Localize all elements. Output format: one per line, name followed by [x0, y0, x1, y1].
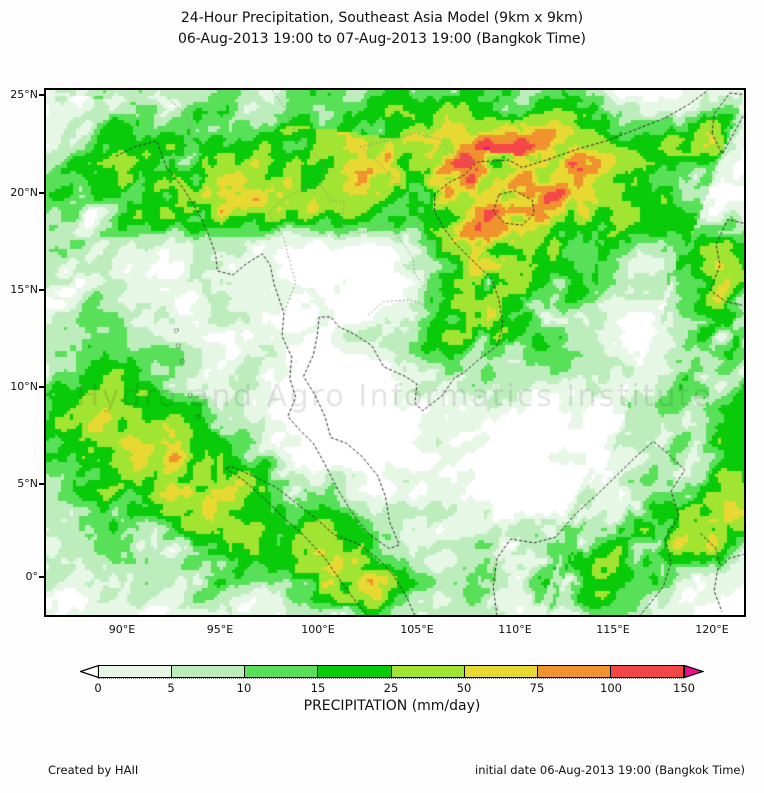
lon-label-95e: 95°E: [206, 623, 234, 636]
precipitation-raster: [46, 90, 744, 615]
lat-tick: [39, 483, 44, 485]
colorbar-tick-5: 5: [167, 681, 175, 695]
lon-label-100e: 100°E: [301, 623, 335, 636]
lon-label-105e: 105°E: [400, 623, 434, 636]
colorbar-scale: [98, 665, 684, 678]
lat-tick: [39, 386, 44, 388]
lat-label-5n: 5°N: [17, 477, 38, 490]
title-line1: 24-Hour Precipitation, Southeast Asia Mo…: [180, 10, 584, 26]
lat-tick: [39, 94, 44, 96]
colorbar-tick-25: 25: [383, 681, 399, 695]
colorbar-tick-50: 50: [456, 681, 472, 695]
colorbar-tick-0: 0: [94, 681, 102, 695]
initial-date-text: initial date 06-Aug-2013 19:00 (Bangkok …: [475, 763, 745, 777]
lat-label-25n: 25°N: [10, 88, 38, 101]
lat-label-0: 0°: [25, 570, 39, 583]
colorbar-segment-75-100: [537, 666, 611, 677]
lat-tick: [39, 576, 44, 578]
colorbar-title: PRECIPITATION (mm/day): [303, 698, 481, 714]
map-area: [44, 88, 746, 617]
colorbar-segment-25-50: [391, 666, 465, 677]
colorbar: 0 5 10 15 25 50 75 100 150 PRECIPITATION…: [78, 665, 708, 721]
lon-label-120e: 120°E: [695, 623, 729, 636]
lon-label-110e: 110°E: [498, 623, 532, 636]
colorbar-tick-100: 100: [600, 681, 622, 695]
lat-label-10n: 10°N: [10, 380, 38, 393]
colorbar-segment-5-10: [172, 666, 246, 677]
colorbar-tick-75: 75: [529, 681, 545, 695]
colorbar-tick-150: 150: [673, 681, 695, 695]
colorbar-segment-100-150: [610, 666, 683, 677]
colorbar-tick-10: 10: [236, 681, 252, 695]
colorbar-segment-15-25: [318, 666, 392, 677]
lat-label-15n: 15°N: [10, 283, 38, 296]
lat-label-20n: 20°N: [10, 186, 38, 199]
colorbar-segment-50-75: [464, 666, 538, 677]
lat-tick: [39, 289, 44, 291]
lon-label-115e: 115°E: [596, 623, 630, 636]
title-line2: 06-Aug-2013 19:00 to 07-Aug-2013 19:00 (…: [177, 31, 586, 47]
colorbar-dotted-rule: [98, 678, 684, 679]
colorbar-over-arrow: [684, 665, 704, 678]
colorbar-segment-0-5: [99, 666, 173, 677]
page-title: 24-Hour Precipitation, Southeast Asia Mo…: [0, 8, 764, 50]
lon-label-90e: 90°E: [108, 623, 136, 636]
credit-text: Created by HAII: [48, 763, 139, 777]
colorbar-segment-10-15: [245, 666, 319, 677]
colorbar-under-arrow: [80, 665, 99, 678]
colorbar-tick-15: 15: [310, 681, 326, 695]
lat-tick: [39, 192, 44, 194]
